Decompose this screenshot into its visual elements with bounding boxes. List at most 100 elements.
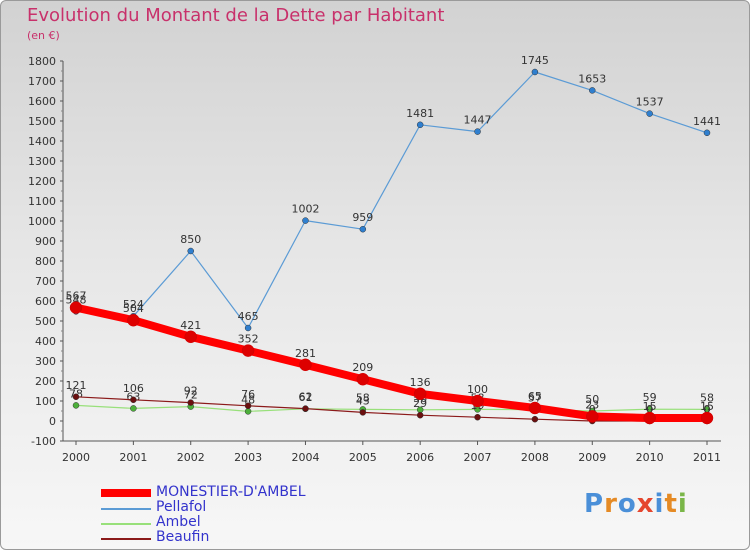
data-label-beaufin: 0 <box>704 403 711 416</box>
data-point-pellafol <box>474 128 481 135</box>
data-label-ambel: 57 <box>528 392 542 405</box>
y-tick-label: 1200 <box>28 175 56 188</box>
data-label-monestier-d-ambel: 100 <box>467 383 488 396</box>
data-label-pellafol: 959 <box>352 211 373 224</box>
data-label-pellafol: 1447 <box>464 114 492 127</box>
data-point-pellafol <box>416 121 424 129</box>
x-tick-label: 2004 <box>291 451 319 464</box>
legend-swatch-beaufin <box>101 538 151 540</box>
x-tick-label: 2007 <box>464 451 492 464</box>
data-point-beaufin <box>359 409 367 416</box>
data-point-monestier-d-ambel <box>127 313 140 327</box>
data-point-pellafol <box>302 217 309 224</box>
y-tick-label: 1500 <box>28 115 56 128</box>
logo-letter: t <box>664 489 678 519</box>
x-tick-label: 2001 <box>119 451 147 464</box>
legend-label-beaufin: Beaufin <box>156 529 210 545</box>
y-tick-label: 400 <box>35 335 56 348</box>
data-point-pellafol <box>531 68 539 76</box>
data-label-ambel: 72 <box>184 389 198 402</box>
y-tick-label: 1600 <box>28 95 56 108</box>
legend-swatch-pellafol <box>101 508 151 510</box>
data-label-pellafol: 1537 <box>636 96 664 109</box>
x-tick-label: 2006 <box>406 451 434 464</box>
logo-letter: o <box>617 489 637 519</box>
logo-letter: i <box>654 489 665 519</box>
y-tick-label: 100 <box>35 395 56 408</box>
y-tick-label: 1100 <box>28 195 56 208</box>
data-label-beaufin: 0 <box>646 403 653 416</box>
legend-swatch-ambel <box>101 523 151 525</box>
data-label-pellafol: 1002 <box>291 203 319 216</box>
x-tick-label: 2005 <box>349 451 377 464</box>
data-point-monestier-d-ambel <box>586 410 599 423</box>
data-point-monestier-d-ambel <box>69 301 83 314</box>
data-label-beaufin: 29 <box>413 397 427 410</box>
data-point-beaufin <box>416 411 424 419</box>
legend-swatch-monestier <box>101 489 151 497</box>
data-label-beaufin: 92 <box>184 385 198 398</box>
data-label-ambel: 59 <box>643 391 657 404</box>
y-tick-label: 800 <box>35 255 56 268</box>
data-label-pellafol: 524 <box>123 298 144 311</box>
data-label-monestier-d-ambel: 136 <box>410 376 431 389</box>
data-label-pellafol: 1441 <box>693 115 721 128</box>
data-label-pellafol: 850 <box>180 233 201 246</box>
data-label-beaufin: 106 <box>123 382 144 395</box>
data-label-monestier-d-ambel: 209 <box>352 361 373 374</box>
logo-letter: P <box>584 489 605 519</box>
y-tick-label: 700 <box>35 275 56 288</box>
logo-letter: i <box>677 489 688 519</box>
proxiti-logo: Proxiti <box>584 489 688 519</box>
data-label-monestier-d-ambel: 15 <box>700 400 714 413</box>
data-label-beaufin: 121 <box>66 379 87 392</box>
data-point-beaufin <box>130 396 137 404</box>
legend-label-ambel: Ambel <box>156 514 201 530</box>
data-point-beaufin <box>72 393 80 401</box>
x-tick-label: 2008 <box>521 451 549 464</box>
x-tick-label: 2003 <box>234 451 262 464</box>
data-point-ambel <box>130 405 137 412</box>
x-tick-label: 2000 <box>62 451 90 464</box>
data-point-beaufin <box>531 415 539 423</box>
data-label-monestier-d-ambel: 15 <box>643 400 657 413</box>
data-label-ambel: 58 <box>700 391 714 404</box>
series-line-monestier-d-ambel <box>72 303 711 422</box>
data-label-ambel: 58 <box>356 391 370 404</box>
data-point-pellafol <box>703 129 711 137</box>
y-tick-label: 600 <box>35 295 56 308</box>
y-tick-label: -100 <box>31 435 56 448</box>
data-label-monestier-d-ambel: 23 <box>585 398 599 411</box>
logo-letter: r <box>604 489 618 519</box>
data-point-pellafol <box>646 110 653 117</box>
chart-unit: (en €) <box>27 29 60 42</box>
data-point-ambel <box>244 408 252 415</box>
x-tick-label: 2009 <box>578 451 606 464</box>
data-label-beaufin: 62 <box>298 391 312 404</box>
data-label-ambel: 61 <box>298 391 312 404</box>
data-point-beaufin <box>474 413 481 421</box>
y-tick-label: 1300 <box>28 155 56 168</box>
chart-title: Evolution du Montant de la Dette par Hab… <box>27 5 445 26</box>
data-point-beaufin <box>302 405 309 412</box>
series-line-ambel <box>75 404 708 412</box>
series-line-beaufin <box>75 396 708 422</box>
data-label-pellafol: 548 <box>66 293 87 306</box>
y-tick-label: 300 <box>35 355 56 368</box>
y-tick-label: 200 <box>35 375 56 388</box>
data-point-monestier-d-ambel <box>471 394 484 408</box>
data-point-monestier-d-ambel <box>241 344 255 357</box>
data-point-monestier-d-ambel <box>299 358 312 372</box>
x-tick-label: 2010 <box>636 451 664 464</box>
data-label-pellafol: 1653 <box>578 72 606 85</box>
data-point-monestier-d-ambel <box>643 411 656 425</box>
data-point-monestier-d-ambel <box>700 411 714 425</box>
data-label-ambel: 50 <box>585 393 599 406</box>
x-tick-label: 2011 <box>693 451 721 464</box>
data-point-pellafol <box>589 87 596 94</box>
data-label-pellafol: 465 <box>238 310 259 323</box>
data-point-pellafol <box>187 247 194 255</box>
y-tick-label: 1700 <box>28 75 56 88</box>
